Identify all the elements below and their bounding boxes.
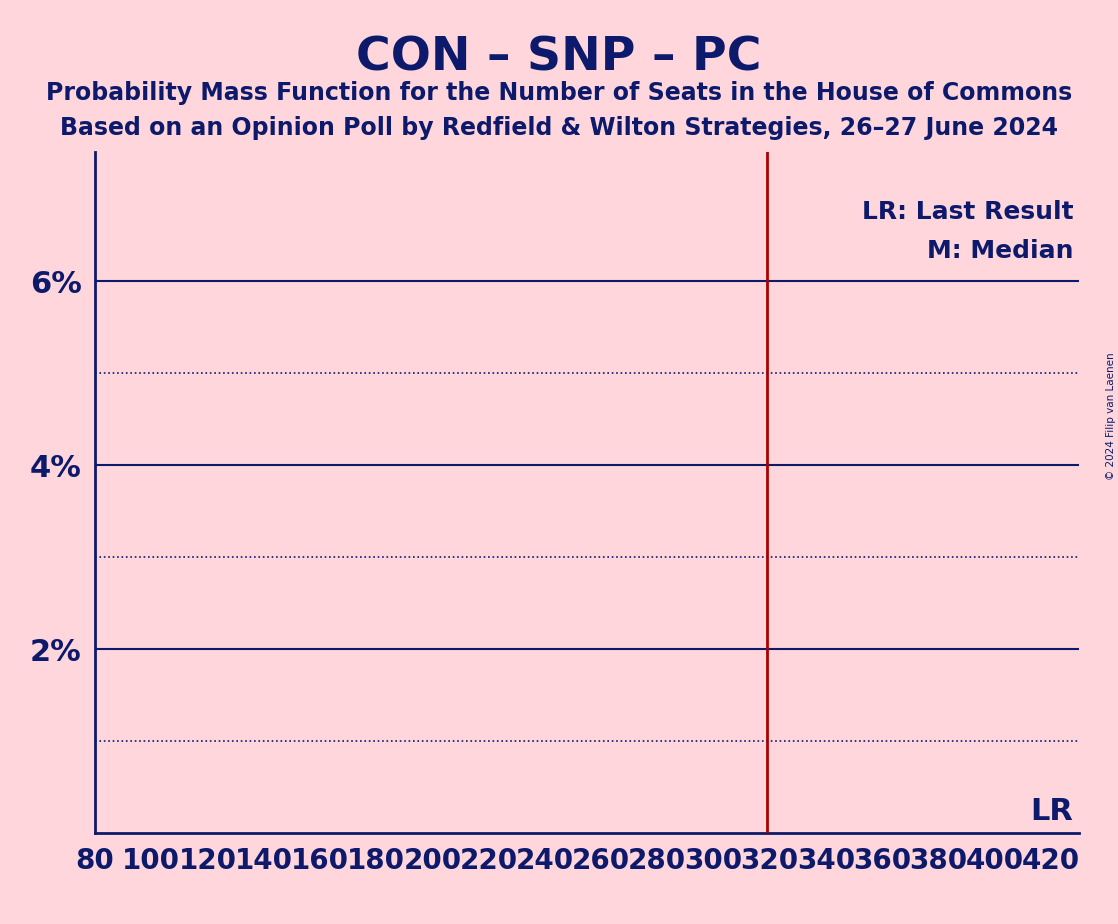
Text: CON – SNP – PC: CON – SNP – PC	[357, 35, 761, 80]
Text: © 2024 Filip van Laenen: © 2024 Filip van Laenen	[1106, 352, 1116, 480]
Text: LR: Last Result: LR: Last Result	[862, 201, 1073, 225]
Text: M: Median: M: Median	[927, 239, 1073, 263]
Text: Probability Mass Function for the Number of Seats in the House of Commons: Probability Mass Function for the Number…	[46, 81, 1072, 105]
Text: Based on an Opinion Poll by Redfield & Wilton Strategies, 26–27 June 2024: Based on an Opinion Poll by Redfield & W…	[60, 116, 1058, 140]
Text: LR: LR	[1031, 797, 1073, 826]
